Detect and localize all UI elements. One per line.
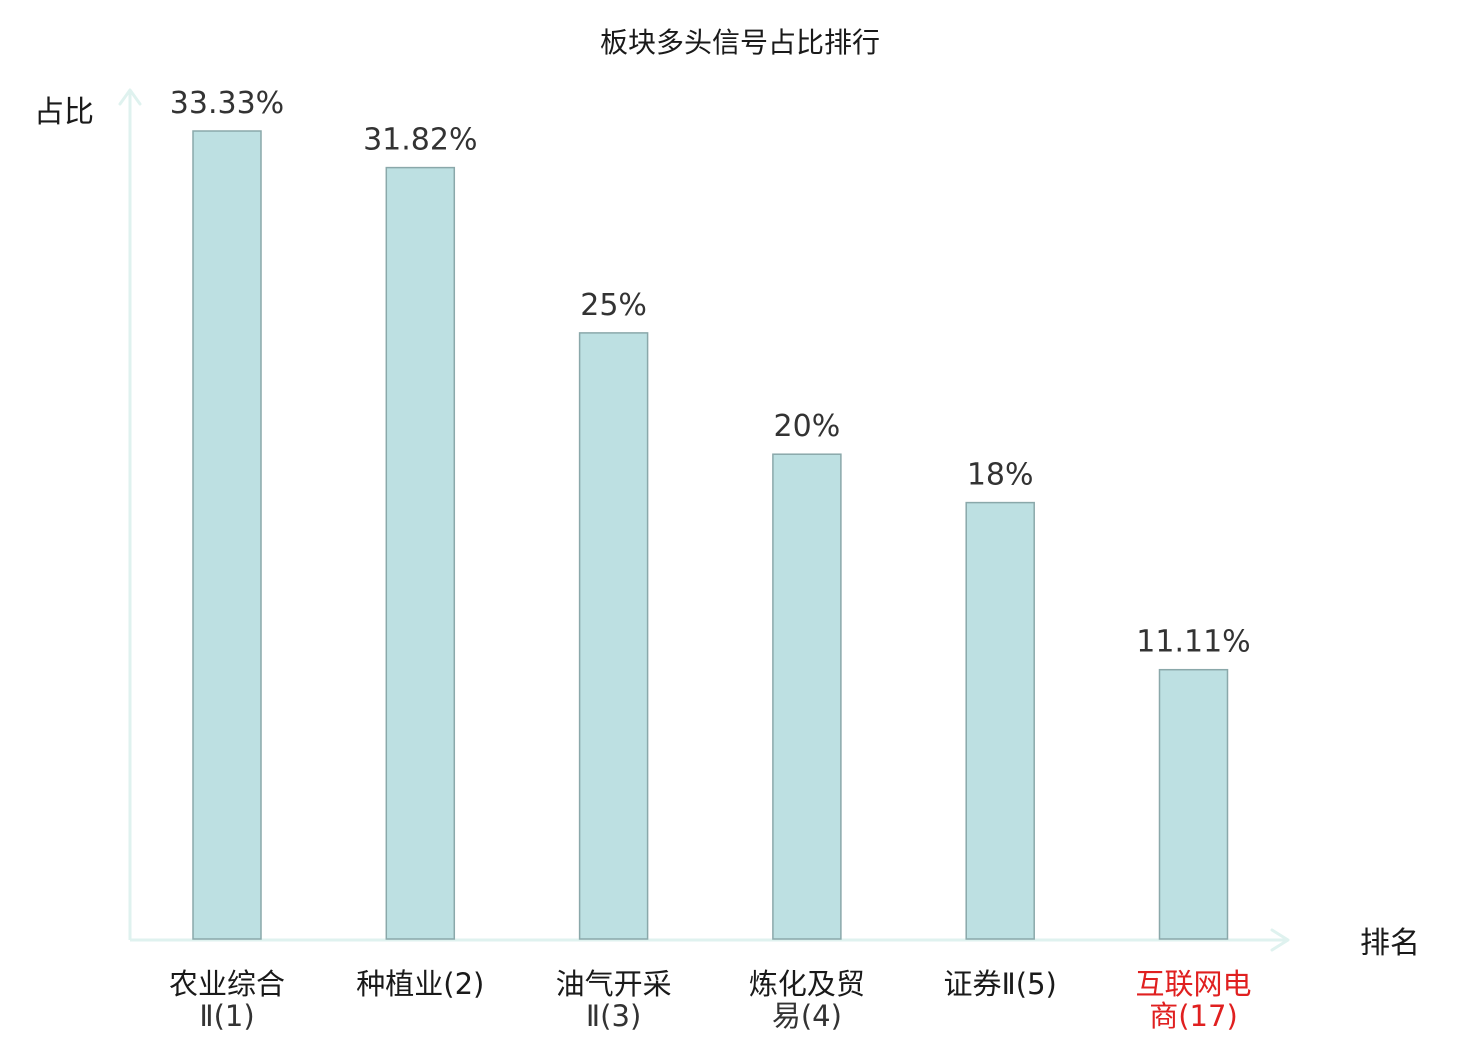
bar-value-label: 25%	[580, 288, 647, 323]
chart-title: 板块多头信号占比排行	[600, 26, 880, 59]
bar	[192, 130, 262, 940]
x-tick-label-line2: 易(4)	[772, 999, 842, 1033]
x-tick-label-line2: Ⅱ(3)	[586, 999, 641, 1033]
bar	[965, 501, 1035, 940]
x-tick-label: 炼化及贸	[749, 967, 865, 1001]
bar	[772, 453, 842, 940]
x-tick-label: 种植业(2)	[356, 967, 484, 1001]
bar	[385, 166, 456, 940]
x-tick-label-line2: Ⅱ(1)	[199, 999, 254, 1033]
bar-value-label: 20%	[774, 409, 841, 444]
bar	[578, 332, 649, 940]
bar-value-label: 31.82%	[363, 123, 477, 158]
x-axis-label: 排名	[1360, 926, 1420, 961]
x-axis-arrow-icon	[1270, 928, 1290, 952]
bars-group	[192, 130, 1229, 940]
bar-value-label: 33.33%	[170, 86, 284, 121]
x-tick-label: 证券Ⅱ(5)	[944, 967, 1057, 1001]
x-tick-label: 油气开采	[556, 967, 672, 1001]
y-axis-arrow-icon	[118, 88, 142, 106]
x-tick-label: 农业综合	[169, 967, 285, 1001]
x-tick-label: 互联网电	[1135, 967, 1251, 1001]
bar-value-label: 11.11%	[1136, 625, 1250, 660]
bar	[1158, 668, 1229, 940]
axes	[118, 88, 1290, 952]
y-axis-label: 占比	[34, 95, 94, 130]
x-tick-label-line2: 商(17)	[1149, 999, 1238, 1033]
value-labels-group: 33.33% 31.82% 25% 20% 18% 11.11%	[170, 86, 1251, 660]
bar-value-label: 18%	[967, 458, 1034, 493]
